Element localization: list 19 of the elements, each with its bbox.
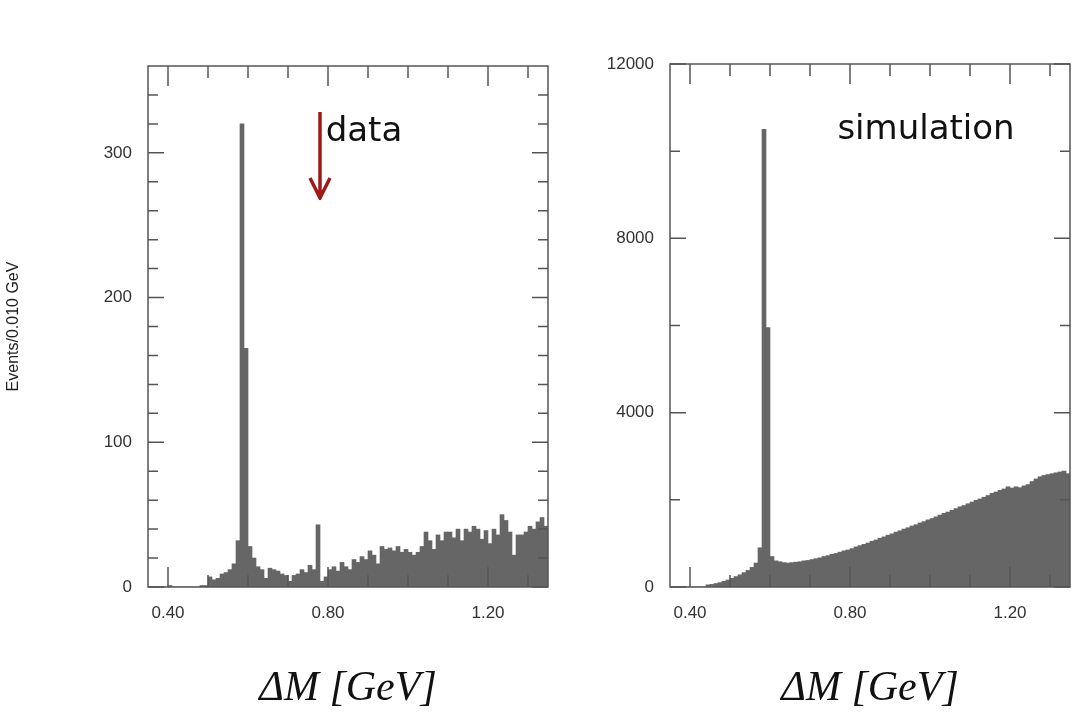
y-tick-label: 8000 [616, 228, 654, 248]
y-tick-label: 0 [644, 576, 654, 596]
x-axis-title: ΔM [GeV] [257, 662, 437, 709]
x-axis-title: ΔM [GeV] [779, 662, 959, 709]
x-tick-label: 1.20 [471, 602, 505, 622]
annotation: simulation [837, 106, 1015, 147]
y-tick-label: 4000 [616, 402, 654, 422]
y-tick-label: 200 [103, 287, 132, 307]
y-tick-label: 300 [103, 142, 132, 162]
y-tick-label: 100 [103, 431, 132, 451]
x-tick-label: 0.40 [151, 602, 185, 622]
x-tick-label: 0.40 [673, 602, 707, 622]
y-axis-title: Events/0.010 GeV [4, 261, 22, 392]
y-tick-label: 12000 [606, 53, 654, 73]
x-tick-label: 0.80 [833, 602, 867, 622]
x-tick-label: 0.80 [311, 602, 345, 622]
annotation: data [325, 108, 403, 149]
x-tick-label: 1.20 [993, 602, 1027, 622]
y-tick-label: 0 [122, 576, 132, 596]
